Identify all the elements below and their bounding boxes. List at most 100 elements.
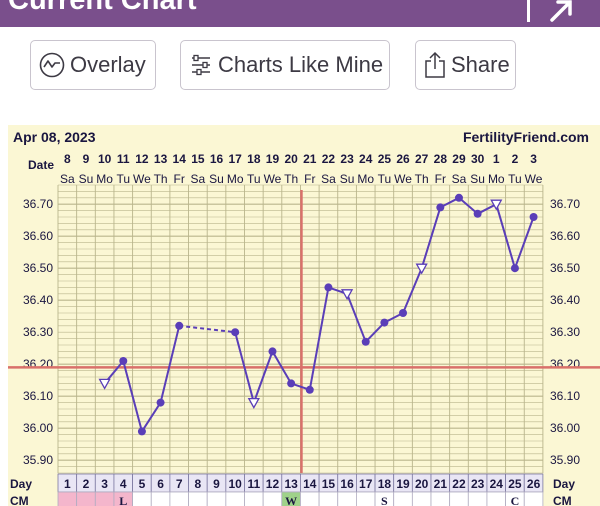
cycle-day-number: 6: [157, 477, 164, 491]
weekday-label: We: [264, 172, 282, 186]
date-label: 8: [64, 152, 71, 166]
cycle-day-number: 9: [213, 477, 220, 491]
site-name[interactable]: FertilityFriend.com: [463, 129, 589, 145]
charts-like-mine-button[interactable]: Charts Like Mine: [180, 40, 390, 90]
temperature-point: [436, 203, 445, 212]
share-label: Share: [451, 52, 510, 77]
weekday-label: We: [133, 172, 151, 186]
y-tick-label-left: 36.20: [23, 357, 53, 371]
temperature-point: [380, 318, 389, 327]
y-tick-label-left: 36.00: [23, 421, 53, 435]
cm-cell: [57, 491, 78, 506]
date-label: 16: [210, 152, 224, 166]
cycle-day-number: 24: [490, 477, 504, 491]
charts-like-mine-label: Charts Like Mine: [218, 52, 384, 77]
y-tick-label-left: 35.90: [23, 453, 53, 467]
cm-mark: S: [381, 494, 388, 506]
cycle-day-number: 10: [228, 477, 242, 491]
y-tick-label-right: 36.10: [550, 389, 580, 403]
cycle-day-number: 25: [508, 477, 522, 491]
y-tick-label-right: 36.40: [550, 293, 580, 307]
temperature-line-segment: [402, 267, 423, 314]
temperature-point: [268, 347, 277, 356]
cycle-day-number: 14: [303, 477, 317, 491]
date-label: 30: [471, 152, 485, 166]
cm-cell: [76, 491, 96, 506]
date-label: 27: [415, 152, 429, 166]
y-tick-label-left: 36.30: [23, 325, 53, 339]
temperature-line-segment: [365, 321, 386, 343]
overlay-label: Overlay: [70, 52, 146, 77]
cycle-day-number: 3: [101, 477, 108, 491]
cycle-day-number: 12: [266, 477, 280, 491]
date-label: 3: [530, 152, 537, 166]
cm-cell: [206, 491, 227, 506]
app-header: Current Chart: [0, 0, 600, 27]
temperature-point: [287, 379, 296, 388]
weekday-label: Tu: [378, 172, 392, 186]
cycle-day-number: 18: [378, 477, 392, 491]
temperature-line-segment: [234, 331, 255, 403]
cycle-day-number: 1: [64, 477, 71, 491]
date-label: 12: [135, 152, 149, 166]
day-row-label-right: Day: [553, 477, 575, 491]
weekday-label: We: [525, 172, 543, 186]
temperature-line-segment: [252, 351, 274, 403]
cm-cell: [94, 491, 115, 506]
cycle-day-number: 11: [247, 477, 260, 491]
weekday-label: Su: [340, 172, 355, 186]
cycle-day-number: 23: [471, 477, 485, 491]
date-label: 23: [340, 152, 354, 166]
temperature-point: [324, 283, 333, 292]
chart-start-date: Apr 08, 2023: [13, 129, 96, 145]
y-tick-label-right: 36.50: [550, 261, 580, 275]
cm-cell: [244, 491, 264, 506]
temperature-line-segment: [179, 324, 236, 334]
y-tick-label-left: 36.70: [23, 197, 53, 211]
cm-cell: [169, 491, 189, 506]
cm-row-label-right: CM: [553, 494, 572, 506]
cycle-day-number: 26: [527, 477, 541, 491]
cycle-day-number: 20: [415, 477, 429, 491]
weekday-label: Sa: [60, 172, 75, 186]
temperature-point: [231, 328, 240, 337]
temperature-point: [510, 264, 519, 273]
cycle-day-number: 22: [452, 477, 466, 491]
weekday-label: Th: [154, 172, 168, 186]
weekday-label: Su: [209, 172, 224, 186]
temperature-point-open: [98, 378, 111, 390]
cm-mark: C: [511, 494, 520, 506]
y-tick-label-right: 36.20: [550, 357, 580, 371]
expand-arrow-icon[interactable]: [548, 0, 578, 22]
cm-cell: [411, 491, 432, 506]
date-label: 1: [493, 152, 500, 166]
cycle-day-number: 21: [434, 477, 448, 491]
cm-cell: [132, 491, 152, 506]
weekday-label: Sa: [321, 172, 336, 186]
share-button[interactable]: Share: [415, 40, 516, 90]
weekday-label: Su: [470, 172, 485, 186]
cm-cell: [150, 491, 171, 506]
overlay-button[interactable]: Overlay: [30, 40, 156, 90]
cycle-day-number: 2: [83, 477, 90, 491]
cycle-day-number: 19: [396, 477, 410, 491]
temperature-point-open: [340, 289, 354, 301]
cm-cell: [486, 491, 507, 506]
temperature-line-segment: [495, 203, 516, 269]
weekday-label: Mo: [488, 172, 505, 186]
date-label: 19: [266, 152, 280, 166]
y-tick-label-left: 36.60: [23, 229, 53, 243]
cm-cell: [225, 491, 245, 506]
date-label: 13: [154, 152, 168, 166]
y-tick-label-right: 36.30: [550, 325, 580, 339]
cm-row-label: CM: [10, 494, 29, 506]
temperature-point: [454, 193, 463, 202]
y-tick-label-left: 36.50: [23, 261, 53, 275]
temperature-line-segment: [159, 325, 181, 403]
date-label: 20: [284, 152, 298, 166]
weekday-label: Tu: [508, 172, 522, 186]
cm-mark: L: [119, 494, 127, 506]
date-label: 25: [378, 152, 392, 166]
date-label: 29: [452, 152, 466, 166]
